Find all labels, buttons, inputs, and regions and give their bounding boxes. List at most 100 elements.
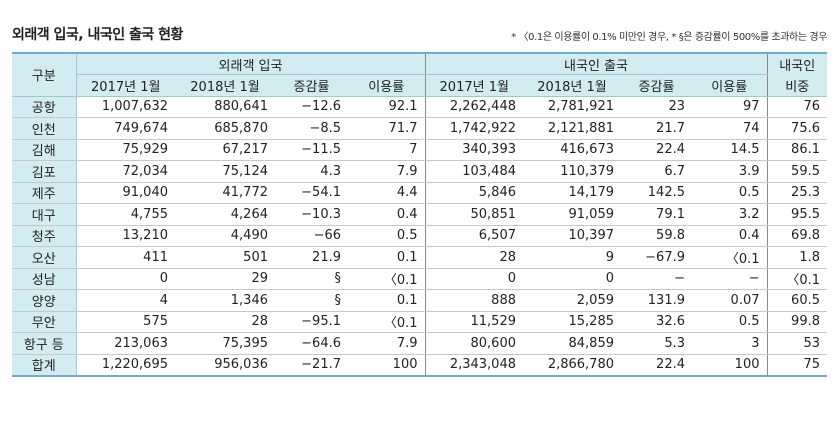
header-in-usage: 이용률	[348, 74, 425, 97]
table-cell: 103,484	[424, 160, 523, 183]
table-cell: 71.7	[348, 117, 425, 140]
table-cell: 5.3	[621, 332, 692, 355]
header-category: 구분	[12, 52, 76, 97]
table-cell: 7.9	[348, 332, 425, 355]
table-cell: 0.4	[692, 225, 767, 247]
row-label: 김해	[12, 139, 76, 161]
header-in-2018: 2018년 1월	[175, 74, 275, 97]
table-cell: 213,063	[75, 332, 175, 355]
table-cell: 21.7	[621, 117, 692, 140]
table-cell: 0.1	[348, 289, 425, 312]
table-cell: 1,346	[175, 289, 275, 312]
table-cell: 142.5	[621, 182, 692, 204]
header-inbound: 외래객 입국	[75, 52, 425, 75]
table-cell: 23	[621, 96, 692, 118]
table-cell: 91,059	[523, 203, 621, 226]
table-cell: 4,755	[75, 203, 175, 226]
table-cell: 685,870	[175, 117, 275, 140]
table-cell: 0	[75, 268, 175, 290]
table-cell: 14.5	[692, 139, 767, 161]
table-cell: 2,262,448	[424, 96, 523, 118]
table-cell: 53	[766, 332, 827, 355]
table-cell: 1,007,632	[75, 96, 175, 118]
table-row: 김해 75,929 67,217 −11.5 7 340,393 416,673 22.4 14…	[12, 139, 827, 161]
table-cell: 956,036	[175, 354, 275, 377]
table-cell: 75.6	[766, 117, 827, 140]
table-cell: 4,490	[175, 225, 275, 247]
table-cell: 41,772	[175, 182, 275, 204]
table-cell: 〈0.1	[692, 246, 767, 269]
table-cell: 340,393	[424, 139, 523, 161]
table-cell: §	[275, 289, 348, 312]
table-cell: 9	[523, 246, 621, 269]
table-row: 무안 575 28 −95.1 〈0.1 11,529 15,285 32.6 0.5 99.8	[12, 311, 827, 333]
table-cell: 2,121,881	[523, 117, 621, 140]
row-label: 오산	[12, 246, 76, 269]
table-cell: 13,210	[75, 225, 175, 247]
table-cell: −	[692, 268, 767, 290]
table-cell: 0.1	[348, 246, 425, 269]
table-row: 합계 1,220,695 956,036 −21.7 100 2,343,048 2,866…	[12, 354, 827, 377]
table-cell: 97	[692, 96, 767, 118]
table-cell: 4.3	[275, 160, 348, 183]
table-cell: 4,264	[175, 203, 275, 226]
table-cell: 22.4	[621, 354, 692, 377]
row-label: 김포	[12, 160, 76, 183]
table-row: 김포 72,034 75,124 4.3 7.9 103,484 110,379 6.7 3.9…	[12, 160, 827, 183]
table-cell: 86.1	[766, 139, 827, 161]
table-cell: 749,674	[75, 117, 175, 140]
header-in-change: 증감률	[275, 74, 348, 97]
row-label: 대구	[12, 203, 76, 226]
table-cell: 4	[75, 289, 175, 312]
table-cell: 2,781,921	[523, 96, 621, 118]
row-label: 항구 등	[12, 332, 76, 355]
table-cell: 14,179	[523, 182, 621, 204]
table-cell: 21.9	[275, 246, 348, 269]
table-cell: 60.5	[766, 289, 827, 312]
table-cell: 79.1	[621, 203, 692, 226]
table-cell: −12.6	[275, 96, 348, 118]
table-cell: −64.6	[275, 332, 348, 355]
header-out-2017: 2017년 1월	[424, 74, 523, 97]
table-cell: 50,851	[424, 203, 523, 226]
row-label: 무안	[12, 311, 76, 333]
table-cell: 〈0.1	[766, 268, 827, 290]
row-label: 인천	[12, 117, 76, 140]
table-cell: 99.8	[766, 311, 827, 333]
table-cell: 7.9	[348, 160, 425, 183]
table-cell: 416,673	[523, 139, 621, 161]
table-cell: 1,220,695	[75, 354, 175, 377]
table-cell: 1.8	[766, 246, 827, 269]
table-row: 항구 등 213,063 75,395 −64.6 7.9 80,600 84,859 5.3…	[12, 332, 827, 355]
table-cell: 411	[75, 246, 175, 269]
table-cell: 0.07	[692, 289, 767, 312]
table-cell: 110,379	[523, 160, 621, 183]
table-cell: 91,040	[75, 182, 175, 204]
table-cell: 75	[766, 354, 827, 377]
header-domestic-ratio-line1: 내국인	[766, 52, 827, 75]
table-cell: 888	[424, 289, 523, 312]
table-cell: −66	[275, 225, 348, 247]
table-row: 대구 4,755 4,264 −10.3 0.4 50,851 91,059 79.1 3.2 9…	[12, 203, 827, 226]
table-cell: −67.9	[621, 246, 692, 269]
table-cell: 1,742,922	[424, 117, 523, 140]
table-cell: 〈0.1	[348, 311, 425, 333]
header-domestic-ratio-line2: 비중	[766, 74, 827, 97]
table-row: 오산 411 501 21.9 0.1 28 9 −67.9 〈0.1 1.8	[12, 246, 827, 269]
table-cell: 32.6	[621, 311, 692, 333]
table-cell: 3.2	[692, 203, 767, 226]
table-cell: 575	[75, 311, 175, 333]
table-cell: 28	[424, 246, 523, 269]
table-cell: 92.1	[348, 96, 425, 118]
footnote: * 〈0.1은 이용률이 0.1% 미만인 경우, * §은 증감률이 500%…	[511, 32, 827, 43]
header-row-sub: 2017년 1월 2018년 1월 증감률 이용률 2017년 1월 2018년…	[12, 74, 827, 97]
table-row: 청주 13,210 4,490 −66 0.5 6,507 10,397 59.8 0.4 69.…	[12, 225, 827, 247]
table-cell: 59.8	[621, 225, 692, 247]
table-cell: 2,059	[523, 289, 621, 312]
header-out-usage: 이용률	[692, 74, 767, 97]
table-cell: 84,859	[523, 332, 621, 355]
table-cell: 75,929	[75, 139, 175, 161]
table-cell: 880,641	[175, 96, 275, 118]
table-row: 성남 0 29 § 〈0.1 0 0− − 〈0.1	[12, 268, 827, 290]
table-cell: 2,866,780	[523, 354, 621, 377]
